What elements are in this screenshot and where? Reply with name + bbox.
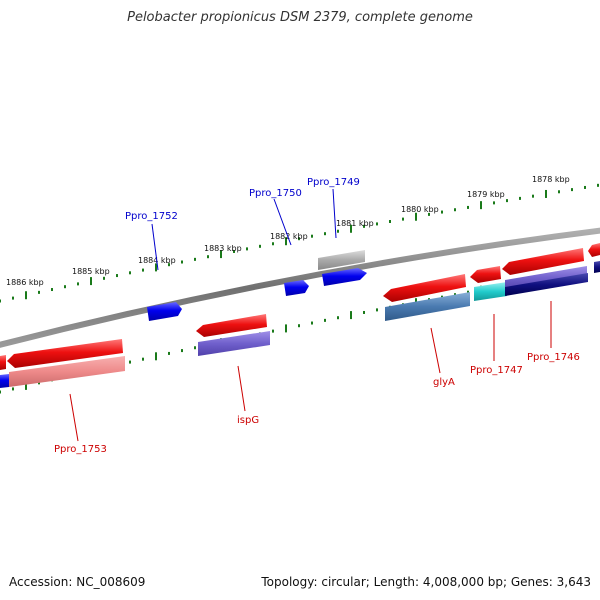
genome-summary-text: Topology: circular; Length: 4,008,000 bp…	[261, 575, 591, 589]
gene-right-red[interactable]	[588, 243, 600, 257]
gene-left-blue[interactable]	[0, 374, 9, 388]
label-ppro-1753: Ppro_1753	[54, 444, 107, 455]
label-glya: glyA	[433, 377, 455, 388]
label-ppro-1746: Ppro_1746	[527, 352, 580, 363]
kbp-label-1879: 1879 kbp	[467, 190, 505, 199]
gene-right-navy[interactable]	[594, 261, 600, 273]
gene-ppro-1747-shadow[interactable]	[474, 282, 507, 301]
kbp-label-1878: 1878 kbp	[532, 175, 570, 184]
genome-backbone	[0, 227, 600, 348]
gene-ppro-1749[interactable]	[322, 268, 367, 286]
kbp-label-1886: 1886 kbp	[6, 278, 44, 287]
gene-ppro-1746-shadow-dark[interactable]	[505, 273, 588, 296]
leader-ppro-1752	[151, 223, 159, 271]
gene-left-red[interactable]	[0, 355, 6, 370]
gene-ppro-1746[interactable]	[502, 248, 584, 275]
map-title: Pelobacter propionicus DSM 2379, complet…	[127, 10, 473, 25]
gene-glya-shadow[interactable]	[385, 292, 470, 321]
label-ppro-1752: Ppro_1752	[125, 211, 178, 222]
label-ppro-1750: Ppro_1750	[249, 188, 302, 199]
kbp-label-1885: 1885 kbp	[72, 267, 110, 276]
kbp-label-1882: 1882 kbp	[270, 232, 308, 241]
leader-ppro-1753	[69, 393, 79, 442]
kbp-label-1883: 1883 kbp	[204, 244, 242, 253]
outer-tick-ring	[0, 183, 599, 303]
gene-ppro-1752[interactable]	[147, 302, 182, 321]
gene-ispg[interactable]	[196, 314, 267, 337]
gene-ppro-1747[interactable]	[470, 266, 501, 283]
gene-ppro-1749-gray[interactable]	[318, 250, 365, 270]
kbp-label-1881: 1881 kbp	[336, 219, 374, 228]
leader-ppro-1750	[273, 198, 292, 246]
label-ppro-1747: Ppro_1747	[470, 365, 523, 376]
label-ispg: ispG	[237, 415, 259, 426]
gene-ppro-1753[interactable]	[7, 339, 123, 368]
gene-ppro-1750[interactable]	[284, 280, 309, 296]
kbp-label-1880: 1880 kbp	[401, 205, 439, 214]
leader-ispg	[237, 365, 246, 412]
label-ppro-1749: Ppro_1749	[307, 177, 360, 188]
gene-ppro-1753-shadow[interactable]	[9, 356, 125, 387]
gene-glya[interactable]	[383, 274, 466, 302]
leader-glya	[430, 327, 441, 374]
gene-ispg-shadow[interactable]	[198, 331, 270, 356]
accession-text: Accession: NC_008609	[9, 575, 146, 589]
leader-ppro-1749	[332, 188, 337, 239]
